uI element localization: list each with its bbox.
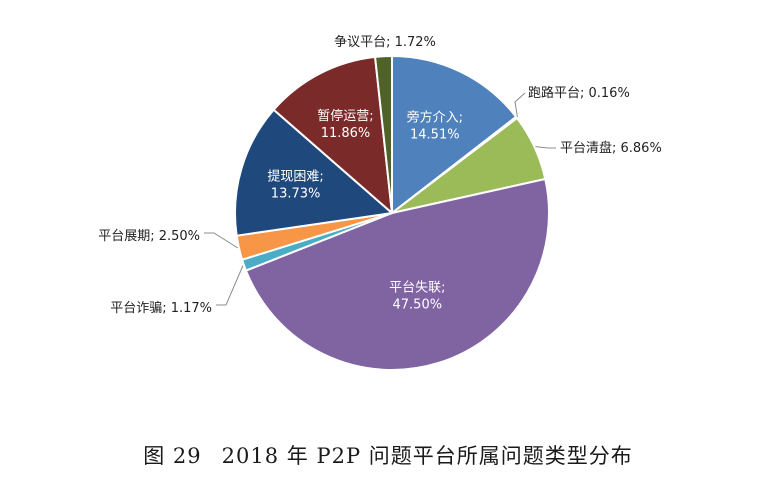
leader-line: [204, 232, 239, 249]
slice-label: 提现困难; 13.73%: [267, 169, 323, 202]
figure-title: 2018 年 P2P 问题平台所属问题类型分布: [221, 444, 633, 468]
pie-labels: 旁方介入; 14.51% 跑路平台; 0.16% 平台清盘; 6.86% 平台失联; 47…: [98, 35, 662, 316]
slice-label: 平台展期; 2.50%: [98, 229, 200, 244]
slice-label: 平台失联; 47.50%: [389, 281, 445, 313]
leader-line: [535, 146, 556, 149]
slice-label: 平台清盘; 6.86%: [560, 140, 662, 156]
figure-caption: 图 29 2018 年 P2P 问题平台所属问题类型分布: [0, 440, 776, 470]
pie-slice: [391, 55, 518, 214]
pie-slice: [234, 108, 393, 237]
pie-slices: [234, 55, 550, 372]
slice-label: 争议平台; 1.72%: [334, 35, 436, 50]
slice-label: 平台诈骗; 1.17%: [110, 301, 212, 316]
leader-line: [514, 92, 526, 117]
slice-label: 跑路平台; 0.16%: [528, 85, 630, 101]
pie-chart: 旁方介入; 14.51% 跑路平台; 0.16% 平台清盘; 6.86% 平台失联; 47…: [98, 35, 662, 372]
pie-slice: [272, 55, 393, 214]
figure-number: 图 29: [143, 444, 202, 468]
pie-slice: [244, 178, 550, 372]
slice-label: 旁方介入; 14.51%: [407, 110, 463, 143]
pie-slice: [374, 55, 393, 214]
leader-line: [216, 265, 244, 306]
slice-label: 暂停运营; 11.86%: [317, 108, 373, 141]
